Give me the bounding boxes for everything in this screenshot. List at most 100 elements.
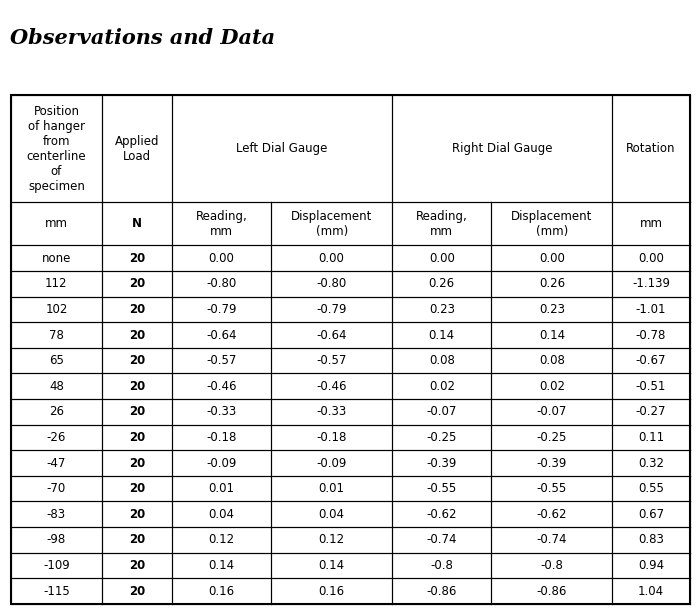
Text: 20: 20 xyxy=(129,508,145,521)
Text: 20: 20 xyxy=(129,354,145,367)
Text: 0.02: 0.02 xyxy=(539,379,565,393)
Bar xyxy=(10,95,690,604)
Text: 102: 102 xyxy=(46,303,68,316)
Text: -0.39: -0.39 xyxy=(537,456,567,470)
Text: 0.67: 0.67 xyxy=(638,508,664,521)
Text: -0.33: -0.33 xyxy=(206,405,237,418)
Text: 20: 20 xyxy=(129,277,145,290)
Text: -0.64: -0.64 xyxy=(316,328,347,341)
Text: 20: 20 xyxy=(129,303,145,316)
Text: -0.74: -0.74 xyxy=(426,533,457,546)
Text: -0.09: -0.09 xyxy=(206,456,237,470)
Text: 20: 20 xyxy=(129,585,145,598)
Text: -0.8: -0.8 xyxy=(540,559,564,572)
Text: 0.11: 0.11 xyxy=(638,431,664,444)
Text: -0.79: -0.79 xyxy=(206,303,237,316)
Text: -0.74: -0.74 xyxy=(537,533,567,546)
Text: 20: 20 xyxy=(129,533,145,546)
Text: -0.46: -0.46 xyxy=(316,379,347,393)
Text: 1.04: 1.04 xyxy=(638,585,664,598)
Text: 0.14: 0.14 xyxy=(318,559,344,572)
Text: -0.33: -0.33 xyxy=(316,405,346,418)
Text: -0.07: -0.07 xyxy=(426,405,457,418)
Text: 0.01: 0.01 xyxy=(318,482,344,495)
Text: -0.8: -0.8 xyxy=(430,559,453,572)
Text: -0.57: -0.57 xyxy=(316,354,346,367)
Text: 0.12: 0.12 xyxy=(209,533,235,546)
Text: -0.55: -0.55 xyxy=(426,482,457,495)
Text: 0.00: 0.00 xyxy=(539,252,565,264)
Text: 0.23: 0.23 xyxy=(539,303,565,316)
Text: 0.14: 0.14 xyxy=(539,328,565,341)
Text: -70: -70 xyxy=(47,482,66,495)
Text: Displacement
(mm): Displacement (mm) xyxy=(511,210,593,238)
Text: -47: -47 xyxy=(47,456,66,470)
Text: none: none xyxy=(42,252,71,264)
Text: -0.67: -0.67 xyxy=(636,354,666,367)
Text: Reading,
mm: Reading, mm xyxy=(416,210,468,238)
Text: 0.26: 0.26 xyxy=(539,277,565,290)
Text: 0.23: 0.23 xyxy=(429,303,455,316)
Text: Applied
Load: Applied Load xyxy=(115,135,160,163)
Text: Displacement
(mm): Displacement (mm) xyxy=(291,210,372,238)
Text: 20: 20 xyxy=(129,482,145,495)
Text: 0.83: 0.83 xyxy=(638,533,664,546)
Text: 0.00: 0.00 xyxy=(209,252,235,264)
Text: -0.62: -0.62 xyxy=(537,508,567,521)
Text: -0.62: -0.62 xyxy=(426,508,457,521)
Text: -0.07: -0.07 xyxy=(537,405,567,418)
Text: 0.00: 0.00 xyxy=(318,252,344,264)
Text: -0.18: -0.18 xyxy=(206,431,237,444)
Text: 0.01: 0.01 xyxy=(209,482,235,495)
Text: -0.18: -0.18 xyxy=(316,431,346,444)
Text: 0.12: 0.12 xyxy=(318,533,344,546)
Text: mm: mm xyxy=(45,217,68,230)
Text: -0.25: -0.25 xyxy=(537,431,567,444)
Text: 20: 20 xyxy=(129,456,145,470)
Text: -0.27: -0.27 xyxy=(636,405,666,418)
Text: 0.00: 0.00 xyxy=(429,252,455,264)
Text: 0.32: 0.32 xyxy=(638,456,664,470)
Text: Reading,
mm: Reading, mm xyxy=(196,210,247,238)
Text: -0.86: -0.86 xyxy=(537,585,567,598)
Text: 112: 112 xyxy=(45,277,68,290)
Text: -0.79: -0.79 xyxy=(316,303,347,316)
Text: 20: 20 xyxy=(129,405,145,418)
Text: 0.94: 0.94 xyxy=(638,559,664,572)
Text: -0.80: -0.80 xyxy=(316,277,346,290)
Text: -0.64: -0.64 xyxy=(206,328,237,341)
Text: 48: 48 xyxy=(49,379,64,393)
Text: 26: 26 xyxy=(49,405,64,418)
Text: 0.02: 0.02 xyxy=(429,379,455,393)
Text: 65: 65 xyxy=(49,354,64,367)
Text: Right Dial Gauge: Right Dial Gauge xyxy=(452,142,552,155)
Text: 0.04: 0.04 xyxy=(318,508,344,521)
Text: -0.80: -0.80 xyxy=(206,277,237,290)
Text: mm: mm xyxy=(640,217,662,230)
Text: 20: 20 xyxy=(129,379,145,393)
Text: 20: 20 xyxy=(129,559,145,572)
Text: 0.08: 0.08 xyxy=(539,354,565,367)
Text: -115: -115 xyxy=(43,585,70,598)
Text: -1.139: -1.139 xyxy=(632,277,670,290)
Text: -0.51: -0.51 xyxy=(636,379,666,393)
Text: -0.39: -0.39 xyxy=(426,456,457,470)
Text: -0.57: -0.57 xyxy=(206,354,237,367)
Text: Rotation: Rotation xyxy=(626,142,676,155)
Text: 0.14: 0.14 xyxy=(209,559,235,572)
Text: 20: 20 xyxy=(129,431,145,444)
Text: 0.16: 0.16 xyxy=(209,585,235,598)
Text: 0.16: 0.16 xyxy=(318,585,344,598)
Text: -109: -109 xyxy=(43,559,70,572)
Text: -0.86: -0.86 xyxy=(426,585,457,598)
Text: 0.08: 0.08 xyxy=(429,354,455,367)
Text: -0.55: -0.55 xyxy=(537,482,567,495)
Text: -83: -83 xyxy=(47,508,66,521)
Text: 0.14: 0.14 xyxy=(428,328,455,341)
Text: -0.78: -0.78 xyxy=(636,328,666,341)
Text: Position
of hanger
from
centerline
of
specimen: Position of hanger from centerline of sp… xyxy=(27,105,86,192)
Text: Left Dial Gauge: Left Dial Gauge xyxy=(237,142,328,155)
Text: N: N xyxy=(132,217,142,230)
Text: 0.04: 0.04 xyxy=(209,508,235,521)
Text: 0.55: 0.55 xyxy=(638,482,664,495)
